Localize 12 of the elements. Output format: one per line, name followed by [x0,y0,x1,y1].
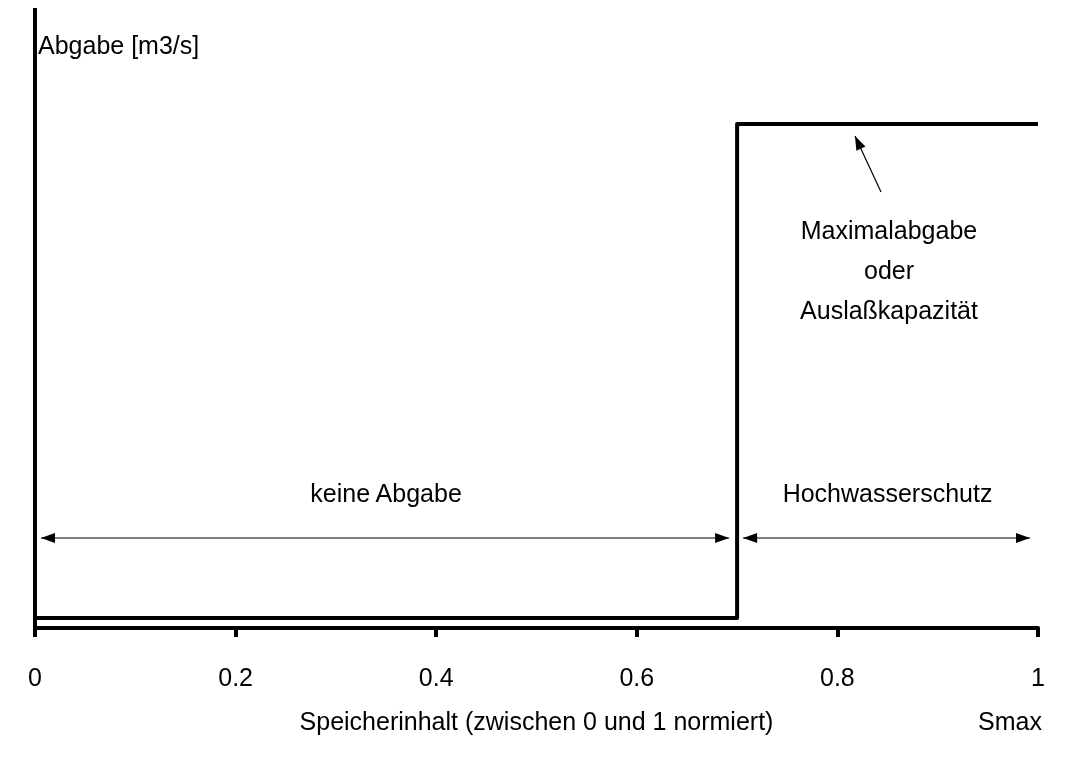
x-tick-label: 0.6 [619,662,655,691]
annotation: Hochwasserschutz [782,479,993,507]
x-tick-label: 0 [28,662,42,691]
y-axis-title: Abgabe [m3/s] [38,30,200,59]
text: Smax [978,706,1043,735]
x-axis-title: Speicherinhalt (zwischen 0 und 1 normiert) [299,706,774,735]
annotation: keine Abgabe [310,479,462,507]
x-tick-label: 0.8 [820,662,855,691]
x-tick-label: 0.4 [418,662,454,691]
x-tick-label: 1 [1031,662,1045,691]
x-tick-label: 0.2 [218,662,253,691]
annotation: Maximalabgabe oder Auslaßkapazität [800,216,978,324]
